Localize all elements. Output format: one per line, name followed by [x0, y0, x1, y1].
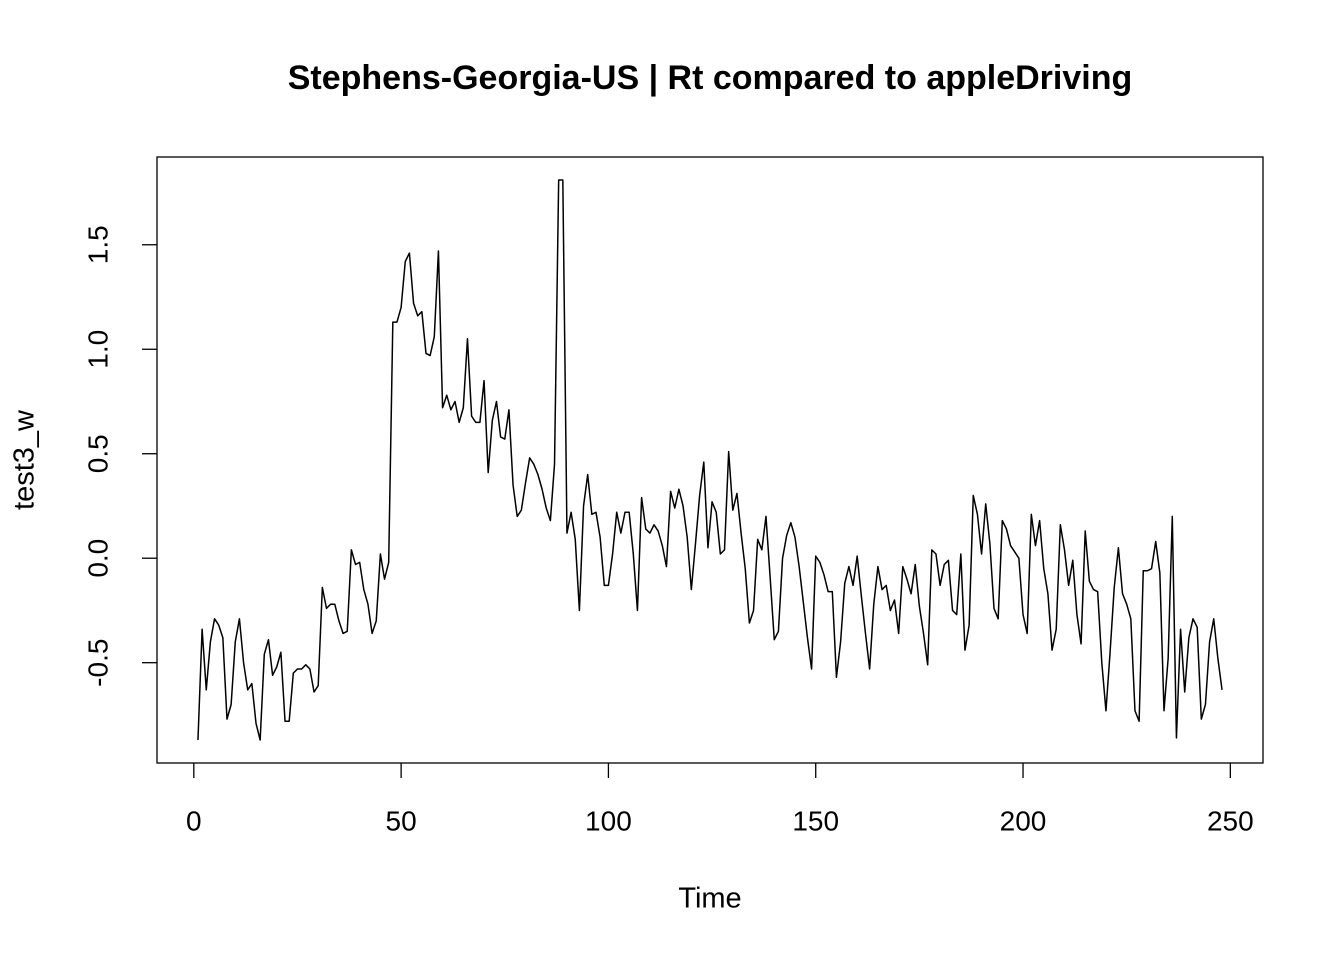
x-tick-label: 250 [1207, 805, 1254, 836]
x-tick-label: 100 [585, 805, 632, 836]
y-tick-label: 0.5 [82, 434, 113, 473]
y-tick-label: 1.0 [82, 330, 113, 369]
y-axis-label: test3_w [9, 409, 41, 510]
x-axis-label: Time [678, 883, 741, 915]
y-tick-label: -0.5 [82, 639, 113, 687]
data-line [197, 179, 1223, 741]
plot-frame [156, 156, 1264, 764]
x-tick-label: 50 [386, 805, 417, 836]
chart-title: Stephens-Georgia-US | Rt compared to app… [288, 59, 1133, 97]
x-tick-label: 0 [186, 805, 202, 836]
x-tick-label: 200 [1000, 805, 1047, 836]
y-tick-label: 1.5 [82, 225, 113, 264]
x-tick-label: 150 [792, 805, 839, 836]
y-tick-label: 0.0 [82, 539, 113, 578]
